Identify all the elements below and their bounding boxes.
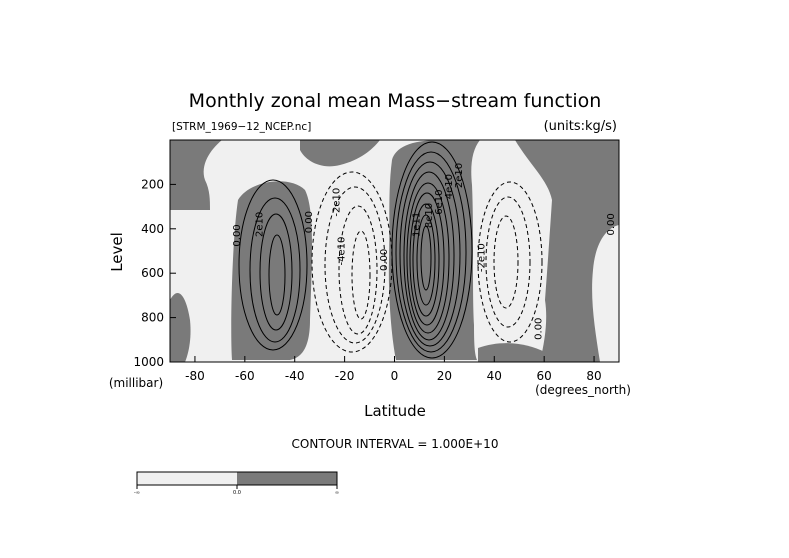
contour-hadley-4 bbox=[403, 171, 455, 341]
y-axis-unit: (millibar) bbox=[109, 376, 163, 390]
contour-label: -2e10 bbox=[332, 188, 343, 217]
colorbar: -∞ 0.0 ∞ bbox=[134, 471, 339, 496]
file-label: [STRM_1969−12_NCEP.nc] bbox=[172, 121, 311, 133]
contour-label: 0.00 bbox=[379, 249, 390, 271]
contour-label: -2e10 bbox=[476, 243, 487, 272]
contour-label: 2e10 bbox=[254, 212, 265, 237]
contour-south-neg-2 bbox=[324, 186, 386, 344]
contour-south-neg-4 bbox=[351, 230, 371, 320]
y-axis: 200 400 600 800 1000 bbox=[133, 177, 176, 369]
x-tick-label: 0 bbox=[391, 369, 399, 383]
contour-hadley-3 bbox=[399, 161, 461, 347]
colorbar-positive bbox=[237, 472, 337, 485]
contour-hadley-2 bbox=[395, 151, 467, 353]
contour-left-cell-3 bbox=[259, 213, 293, 331]
contour-label: 6e10 bbox=[434, 190, 445, 215]
contour-north-neg-3 bbox=[493, 215, 519, 309]
contour-north-neg-2 bbox=[485, 196, 531, 328]
contour-left-cell-4 bbox=[268, 234, 286, 316]
x-tick-label: -40 bbox=[285, 369, 305, 383]
contour-hadley-6 bbox=[409, 192, 445, 326]
contour-label: 8e10 bbox=[424, 203, 435, 228]
x-tick-label: 60 bbox=[537, 369, 552, 383]
x-tick-label: 80 bbox=[586, 369, 601, 383]
y-tick-label: 400 bbox=[141, 222, 164, 236]
contour-label: 4e10 bbox=[444, 174, 455, 199]
contour-north-neg-1 bbox=[477, 181, 543, 343]
positive-region-top-left bbox=[170, 140, 222, 210]
contour-hadley-cell bbox=[391, 141, 473, 359]
contour-left-cell-2 bbox=[249, 197, 301, 343]
contour-label: 0.00 bbox=[606, 213, 617, 235]
x-axis: -80 -60 -40 -20 0 20 40 60 80 bbox=[185, 356, 602, 383]
contour-label: 1e11 bbox=[411, 212, 422, 237]
positive-region-left-cell bbox=[231, 181, 313, 360]
chart-title: Monthly zonal mean Mass−stream function bbox=[189, 90, 602, 112]
y-tick-label: 1000 bbox=[133, 355, 164, 369]
contour-hadley-9 bbox=[420, 225, 432, 291]
colorbar-label-pos: ∞ bbox=[335, 490, 339, 496]
contour-hadley-7 bbox=[412, 203, 440, 317]
shaded-field bbox=[170, 140, 619, 362]
contour-lines bbox=[238, 141, 543, 359]
contour-interval-text: CONTOUR INTERVAL = 1.000E+10 bbox=[292, 437, 499, 451]
contour-label: 0.00 bbox=[534, 318, 545, 340]
y-tick-label: 200 bbox=[141, 177, 164, 191]
contour-north-neg-cell bbox=[477, 181, 543, 343]
positive-region-right bbox=[515, 140, 619, 362]
contour-label: 2e10 bbox=[454, 163, 465, 188]
x-axis-unit: (degrees_north) bbox=[535, 383, 631, 397]
y-tick-label: 600 bbox=[141, 266, 164, 280]
positive-region-top-mid bbox=[300, 140, 380, 167]
x-tick-label: -60 bbox=[235, 369, 255, 383]
contour-label: 0.00 bbox=[232, 224, 243, 246]
units-label: (units:kg/s) bbox=[544, 119, 617, 134]
contour-hadley-8 bbox=[416, 214, 436, 306]
x-tick-label: 20 bbox=[437, 369, 452, 383]
contour-hadley-1 bbox=[391, 141, 473, 359]
contour-left-cell-1 bbox=[238, 179, 308, 351]
colorbar-label-neg: -∞ bbox=[134, 490, 140, 496]
x-tick-label: 40 bbox=[487, 369, 502, 383]
y-tick-label: 800 bbox=[141, 311, 164, 325]
x-tick-label: -20 bbox=[335, 369, 355, 383]
contour-labels: 0.00 2e10 0.00-2e10-4e10 0.002e104e106e108e… bbox=[232, 163, 617, 340]
contour-label: 0.00 bbox=[304, 211, 315, 233]
contour-south-neg-3 bbox=[338, 205, 378, 335]
x-tick-label: -80 bbox=[185, 369, 205, 383]
colorbar-negative bbox=[137, 472, 237, 485]
x-axis-label: Latitude bbox=[364, 402, 426, 420]
positive-region-bottom-left bbox=[170, 292, 191, 362]
colorbar-label-zero: 0.0 bbox=[233, 490, 241, 496]
y-axis-label: Level bbox=[108, 232, 126, 272]
contour-hadley-5 bbox=[406, 182, 450, 334]
contour-label: -4e10 bbox=[337, 237, 348, 266]
